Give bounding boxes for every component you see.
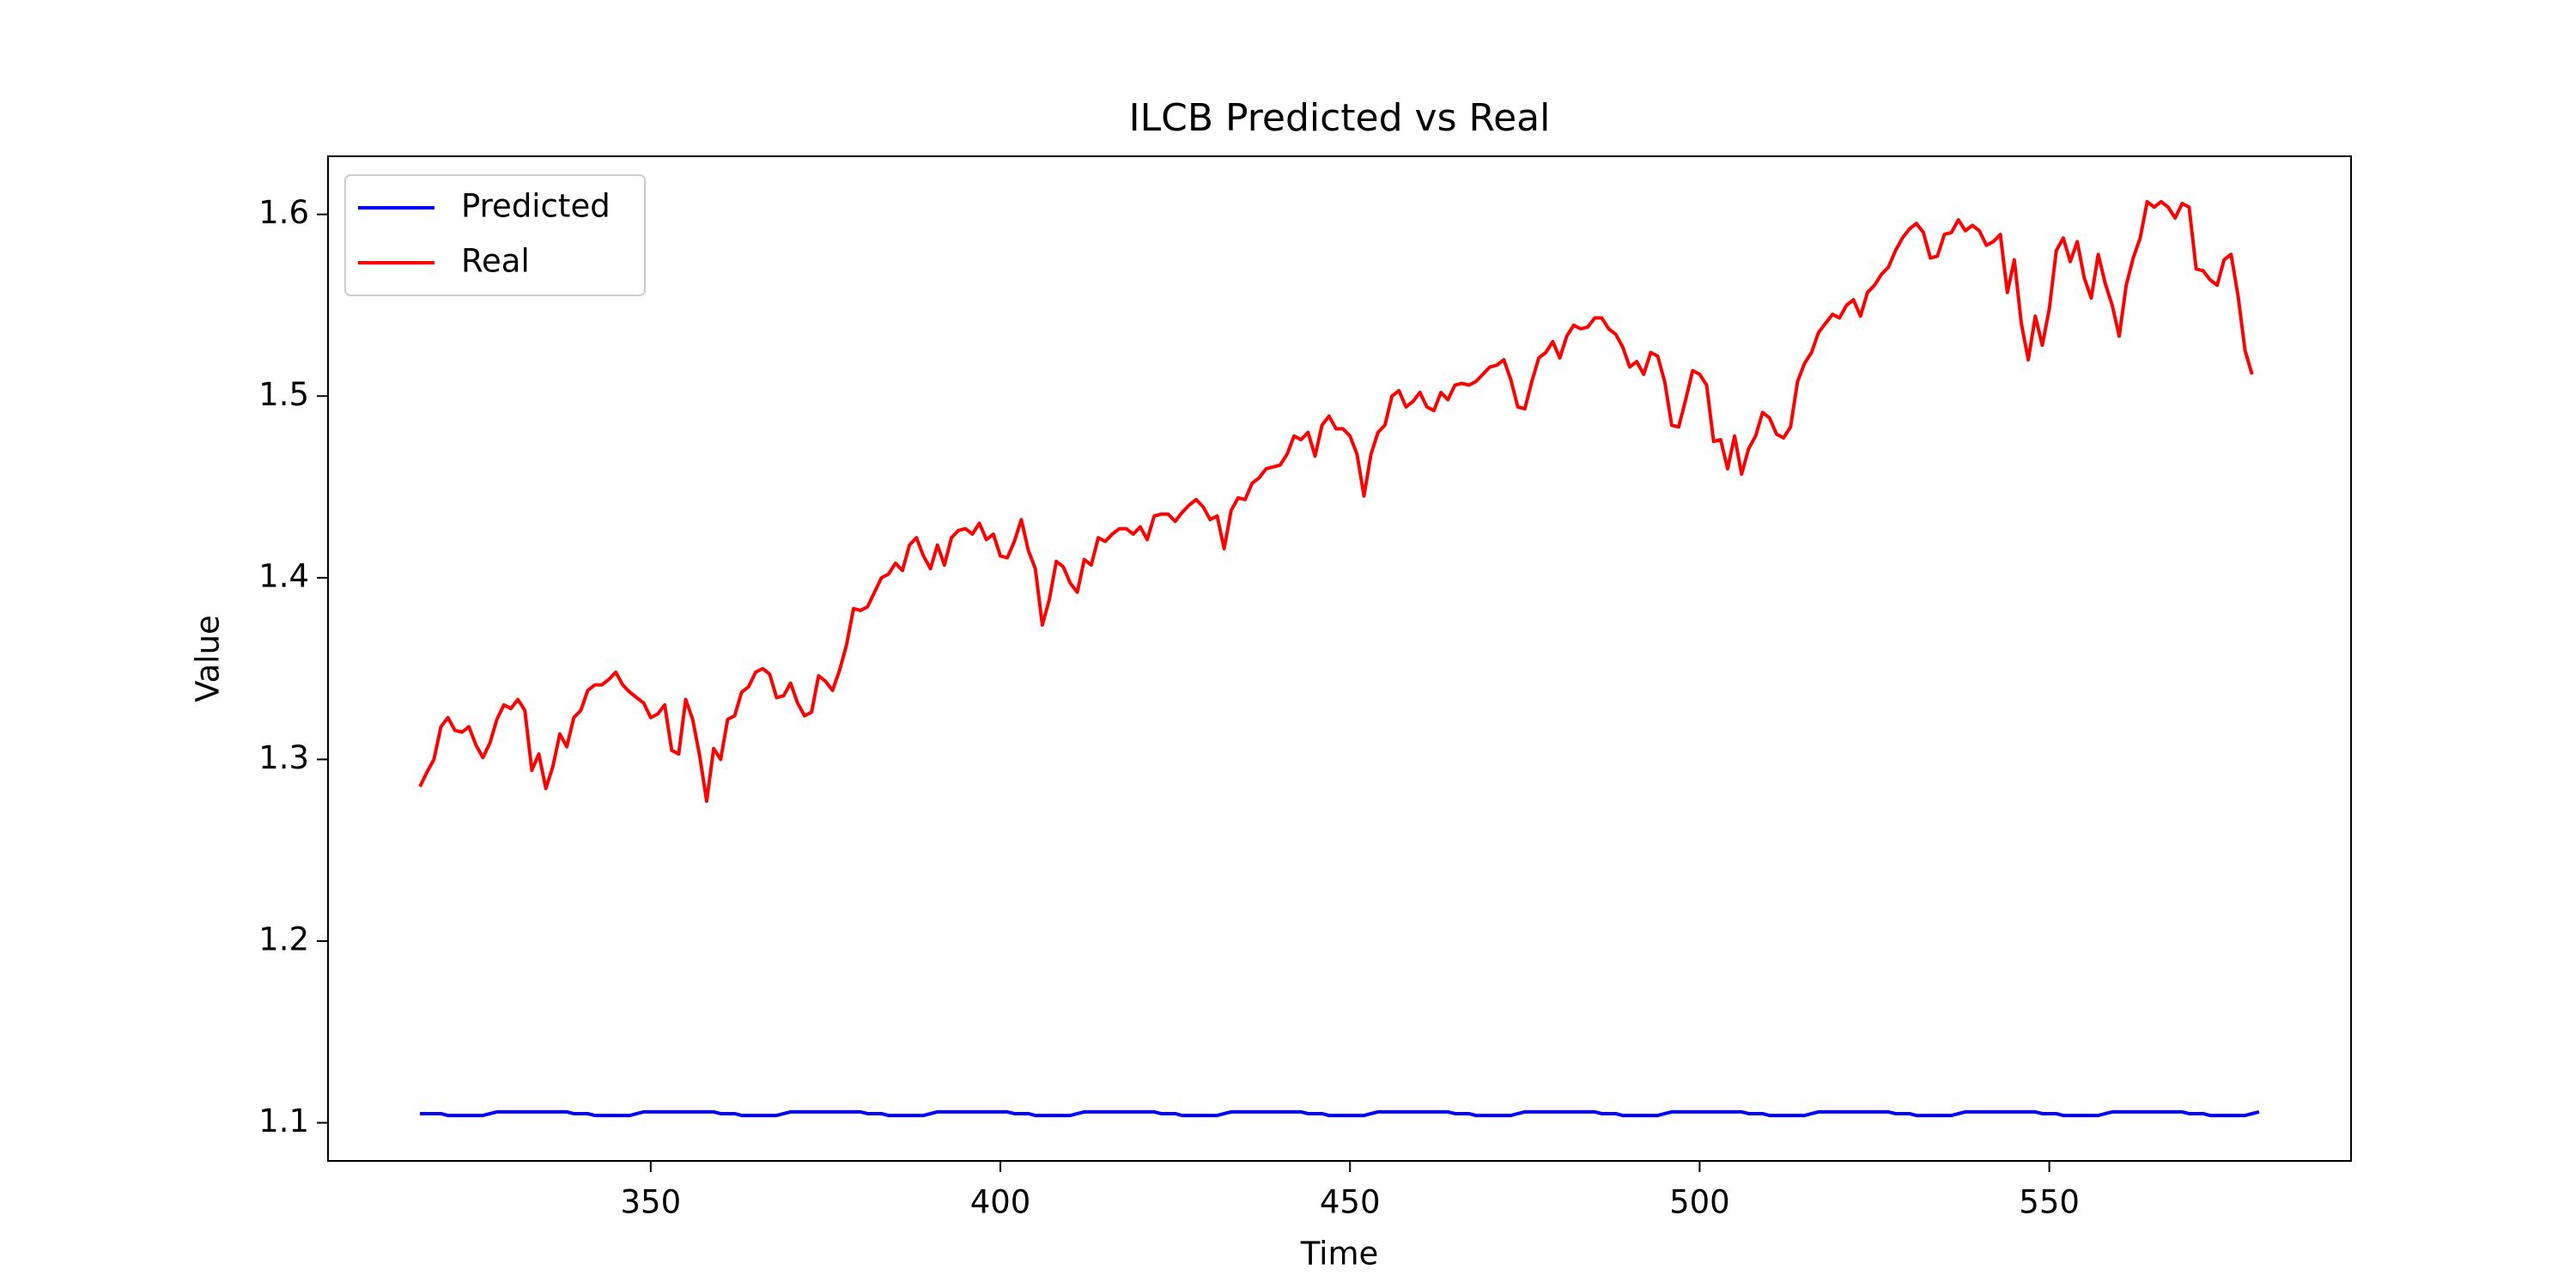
y-axis-label: Value [190, 615, 227, 702]
x-axis-label: Time [1300, 1236, 1379, 1273]
axes-frame [327, 155, 2352, 1162]
x-tick-label: 500 [1669, 1184, 1730, 1221]
x-tick-label: 400 [970, 1184, 1031, 1221]
x-tick-label: 350 [621, 1184, 682, 1221]
data-line [420, 1109, 2260, 1118]
chart-title: ILCB Predicted vs Real [1129, 96, 1551, 140]
data-line [418, 199, 2254, 804]
legend-label: Predicted [461, 188, 611, 225]
legend-box [344, 174, 646, 296]
y-tick-label: 1.2 [258, 920, 309, 957]
legend-label: Real [461, 243, 530, 280]
y-tick-label: 1.6 [258, 194, 309, 231]
x-tick-label: 550 [2019, 1184, 2080, 1221]
y-tick-label: 1.4 [258, 557, 309, 594]
x-tick-label: 450 [1320, 1184, 1381, 1221]
y-tick-label: 1.5 [258, 376, 309, 413]
y-tick-label: 1.1 [258, 1103, 309, 1139]
y-tick-label: 1.3 [258, 739, 309, 776]
